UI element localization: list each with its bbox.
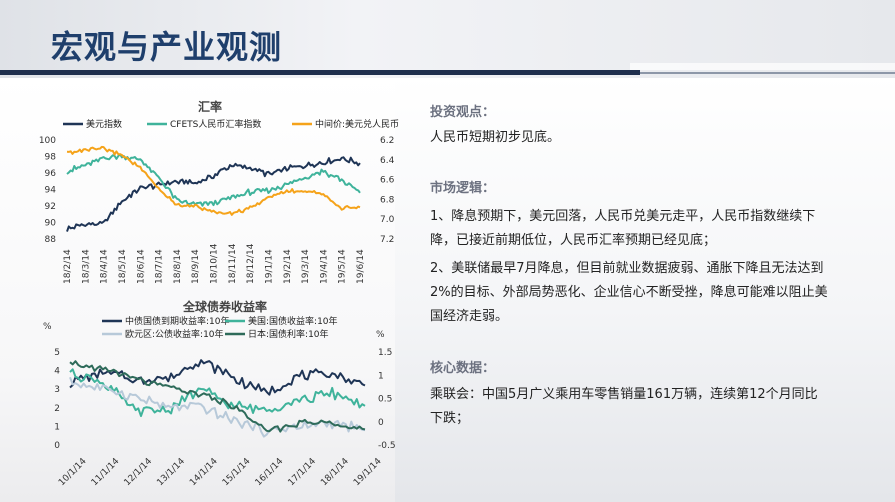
bond-left-tick: 4 [54,367,60,377]
bond-x-tick: 16/1/14 [254,456,286,488]
bond-legend-label: 美国:国债收益率:10年 [248,315,338,327]
bond-right-tick: 0 [378,418,384,428]
fx-x-tick: 18/12/14 [246,243,256,284]
view-text: 人民币短期初步见底。 [430,130,561,145]
fx-x-tick: 19/1/14 [264,249,274,284]
bond-left-tick: 3 [54,385,60,395]
header-rule-light [640,72,895,74]
fx-right-tick: 7.0 [380,215,395,225]
fx-left-tick: 98 [45,153,57,163]
header-accent [630,63,895,70]
fx-x-tick: 19/6/14 [356,249,366,284]
bond-series-line [69,376,366,438]
bond-x-tick: 17/1/14 [286,456,318,488]
fx-x-tick: 18/3/14 [81,249,91,284]
fx-x-tick: 18/11/14 [228,243,238,284]
logic-point-2: 2、美联储最早7月降息，但目前就业数据疲弱、通胀下降且无法达到2%的目标、外部局… [430,261,828,324]
fx-legend-label: CFETS人民币汇率指数 [170,118,261,130]
fx-left-tick: 100 [39,136,56,146]
fx-x-tick: 18/9/14 [191,249,201,284]
bond-right-tick: -0.5 [378,441,396,451]
fx-legend-label: 中间价:美元兑人民币 [315,118,399,130]
fx-x-tick: 18/5/14 [118,249,128,284]
bond-legend-label: 日本:国债利率:10年 [248,328,329,340]
fx-chart-title: 汇率 [198,99,222,114]
fx-left-tick: 94 [45,186,57,196]
bond-x-tick: 15/1/14 [221,456,253,488]
fx-x-tick: 19/5/14 [338,249,348,284]
fx-chart: 汇率 美元指数 CFETS人民币汇率指数 中间价:美元兑人民币 100 98 96 94 9… [39,99,399,284]
fx-left-tick: 92 [45,202,56,212]
bond-x-tick: 14/1/14 [188,456,220,488]
header-rule-dark [0,70,640,75]
logic-point-1: 1、降息预期下，美元回落，人民币兑美元走平，人民币指数继续下降，已接近前期低位，… [430,209,816,248]
fx-legend-label: 美元指数 [86,118,122,130]
bond-series-line [69,359,366,396]
bond-x-tick: 10/1/14 [57,456,89,488]
bond-right-tick: 1 [378,371,384,381]
fx-x-tick: 19/3/14 [301,249,311,284]
bond-x-tick: 19/1/14 [352,456,384,488]
bond-yield-chart: 全球债券收益率 中债国债到期收益率:10年 美国:国债收益率:10年欧元区:公债收… [43,300,396,488]
fx-x-tick: 18/2/14 [63,249,73,284]
bond-left-tick: 1 [54,422,60,432]
fx-x-tick: 18/7/14 [155,249,165,284]
fx-series-line [66,153,361,207]
bond-right-tick: 0.5 [378,395,392,405]
bond-left-tick: 2 [54,404,60,414]
page-title: 宏观与产业观测 [51,28,283,66]
bond-legend-label: 中债国债到期收益率:10年 [125,315,230,327]
bond-right-unit: % [376,330,385,340]
bond-x-tick: 18/1/14 [319,456,351,488]
fx-series-line [66,145,361,216]
fx-x-tick: 18/10/14 [210,243,220,284]
fx-x-tick: 19/4/14 [319,249,329,284]
section-heading-logic: 市场逻辑： [430,181,496,196]
bond-x-tick: 12/1/14 [123,456,155,488]
bond-right-tick: 1.5 [378,348,392,358]
fx-right-tick: 7.2 [380,235,394,245]
left-background [0,75,395,502]
bond-x-tick: 11/1/14 [90,456,122,488]
fx-right-tick: 6.4 [380,156,395,166]
right-background [395,75,895,502]
bond-x-tick: 13/1/14 [155,456,187,488]
core-data-text: 乘联会：中国5月广义乘用车零售销量161万辆，连续第12个月同比下跌； [430,387,818,426]
fx-right-tick: 6.6 [380,176,395,186]
section-heading-data: 核心数据： [430,361,496,376]
fx-left-tick: 96 [45,169,57,179]
fx-right-tick: 6.2 [380,136,394,146]
fx-series-line [66,156,361,232]
section-heading-view: 投资观点： [430,105,496,120]
bond-legend-label: 欧元区:公债收益率:10年 [125,328,224,340]
bond-left-tick: 5 [54,348,60,358]
fx-x-tick: 19/2/14 [283,249,293,284]
bond-left-tick: 0 [54,441,60,451]
bond-chart-title: 全球债券收益率 [182,300,267,314]
fx-right-tick: 6.8 [380,195,395,205]
bond-series-line [69,360,366,433]
fx-x-tick: 18/4/14 [100,249,110,284]
fx-left-tick: 90 [45,219,57,229]
fx-x-tick: 18/8/14 [173,249,183,284]
fx-left-tick: 88 [45,235,57,245]
fx-x-tick: 18/6/14 [136,249,146,284]
bond-left-unit: % [43,322,52,332]
